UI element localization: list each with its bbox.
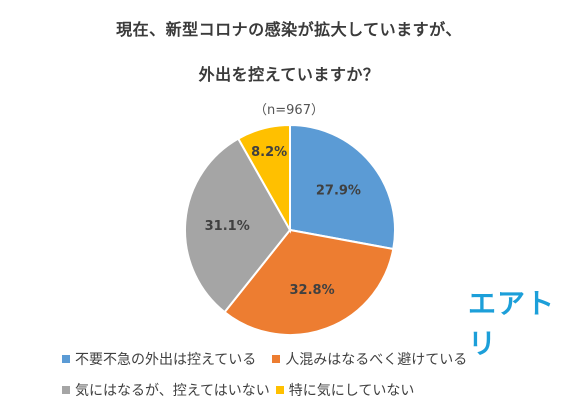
legend-row-2: 気にはなるが、控えてはいない 特に気にしていない <box>62 380 430 400</box>
chart-title-line2: 外出を控えていますか？ <box>198 65 380 84</box>
legend-label: 人混みはなるべく避けている <box>285 352 468 368</box>
legend-row-1: 不要不急の外出は控えている 人混みはなるべく避けている <box>62 349 483 369</box>
legend-swatch <box>62 386 70 394</box>
legend-label: 不要不急の外出は控えている <box>75 352 257 368</box>
brand-logo: エアトリ <box>468 287 556 360</box>
legend-label: 特に気にしていない <box>288 383 415 399</box>
slice-data-label: 8.2% <box>251 145 287 160</box>
slice-data-label: 31.1% <box>205 219 250 234</box>
legend-swatch <box>62 355 70 363</box>
chart-subtitle: （n=967） <box>254 103 324 118</box>
slice-data-label: 32.8% <box>290 283 335 298</box>
legend-item: 気にはなるが、控えてはいない <box>62 380 270 400</box>
pie-slice <box>289 123 396 251</box>
pie-slice <box>223 228 395 336</box>
legend-swatch <box>275 386 284 394</box>
legend-item: 不要不急の外出は控えている <box>62 349 256 369</box>
legend-swatch <box>272 355 281 363</box>
chart-title-line1: 現在、新型コロナの感染が拡大していますが、 <box>116 20 462 39</box>
legend-label: 気にはなるが、控えてはいない <box>75 383 270 399</box>
legend-item: 特に気にしていない <box>275 380 415 400</box>
pie-slice <box>184 137 292 314</box>
legend-item: 人混みはなるべく避けている <box>272 349 467 369</box>
slice-data-label: 27.9% <box>316 184 361 199</box>
pie-slice <box>236 123 291 234</box>
